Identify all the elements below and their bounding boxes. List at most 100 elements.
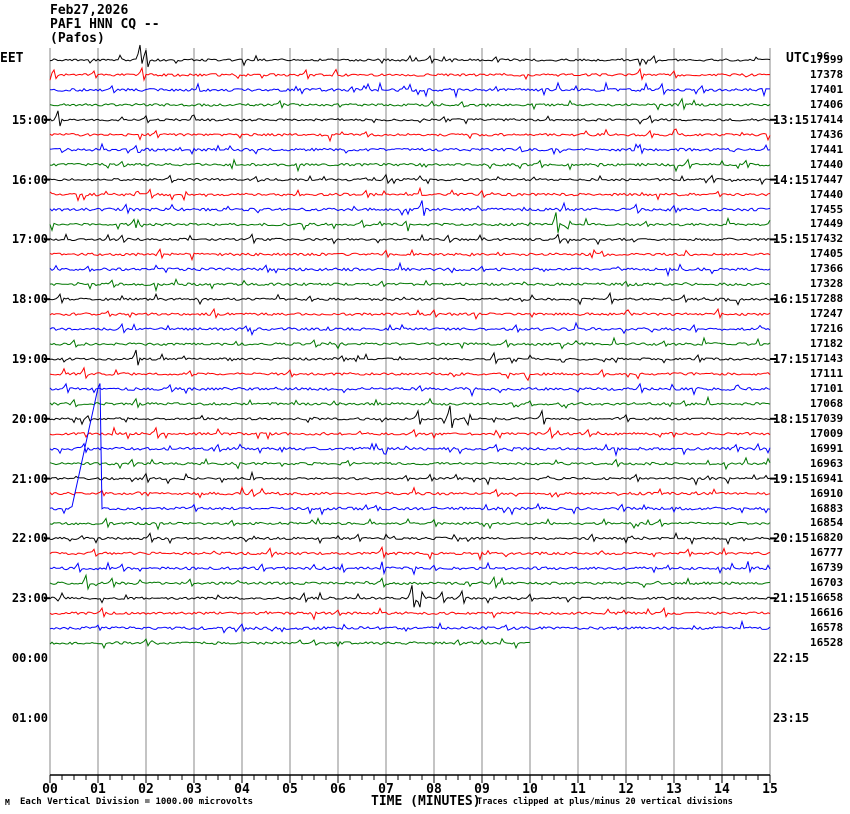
seismo-trace-row [49,200,771,216]
trace-count-label: 17399 96 [810,50,844,66]
seismo-trace-row [49,545,771,562]
trace-count-label: 17449 [810,217,844,231]
seismo-trace-row [49,336,771,350]
trace-count-label: 17328 [810,277,844,291]
seismo-trace-row [49,158,771,173]
trace-count-label: 16883 [810,501,844,515]
trace-count-label: 16658 [810,591,844,605]
utc-hour-label: 15:15 [773,232,810,247]
eet-hour-label: 19:00 [11,352,48,366]
eet-hour-label: 16:00 [11,172,48,187]
x-tick-label: 10 [522,782,538,797]
trace-count-label: 16854 [810,516,844,530]
x-tick-label: 02 [138,782,154,797]
x-tick-label: 00 [42,782,58,797]
seismo-trace-row [49,97,771,111]
station-code: PAF1 HNN CQ -- [50,17,160,32]
trace-count-label: 17039 [810,411,844,425]
seismo-trace-row [49,321,771,337]
seismo-trace-row [49,212,771,233]
eet-hour-label: 22:00 [11,531,48,546]
seismo-trace-row [49,291,771,306]
seismo-trace-row [49,81,770,99]
seismo-trace-row [49,456,771,471]
x-tick-label: 12 [618,782,634,797]
seismo-trace-row [49,173,771,186]
eet-hour-label: 15:00 [11,112,48,127]
seismo-trace-row [49,619,771,634]
trace-count-label: 17009 [810,426,844,440]
utc-hour-label: 20:15 [773,531,810,546]
seismo-trace-row [49,110,771,127]
utc-hour-label: 13:15 [773,112,810,127]
trace-count-label: 16703 [810,576,844,590]
trace-count-label: 17143 [810,352,844,365]
trace-count-label: 16777 [810,546,844,560]
seismo-trace-row [49,573,771,591]
utc-hour-label: 14:15 [773,172,810,187]
trace-count-label: 17440 [810,187,844,201]
eet-hour-label: 01:00 [11,710,48,725]
trace-count-label: 17440 [810,157,844,171]
utc-hour-label: 22:15 [773,651,810,665]
trace-count-overlay: 96 [816,50,830,63]
seismo-trace-row [49,405,771,429]
trace-count-label: 17406 [810,97,844,111]
seismo-trace-row [49,531,771,546]
scale-note: Each Vertical Division = 1000.00 microvo… [20,797,253,807]
eet-hour-label: 20:00 [11,411,48,426]
seismo-trace-row [49,606,771,621]
utc-hour-label: 16:15 [773,292,810,307]
trace-count-label: 16820 [810,531,844,545]
seismo-trace-row [49,307,771,320]
x-tick-label: 06 [330,782,346,797]
seismo-trace-row [49,426,771,441]
trace-count-label: 16991 [810,441,844,455]
trace-count-label: 16616 [810,606,844,620]
seismo-trace-row [49,277,771,293]
trace-count-label: 17216 [810,322,844,336]
seismo-trace-row [49,142,771,156]
utc-hour-label: 19:15 [773,471,810,486]
trace-count-label: 17068 [810,396,844,410]
seismo-trace-row [49,383,771,516]
seismo-trace-row [49,470,771,486]
trace-count-label: 17405 [810,247,844,261]
station-name: (Pafos) [50,31,105,46]
watermark: M [5,798,10,807]
x-tick-label: 07 [378,782,394,797]
trace-count-label: 17366 [810,262,844,276]
trace-count-label: 17436 [810,127,844,141]
trace-count-label: 16963 [810,456,844,470]
x-tick-label: 03 [186,782,202,797]
trace-count-label: 17447 [810,172,844,186]
x-tick-label: 14 [714,782,730,797]
left-timezone-label: EET [0,51,24,66]
x-tick-label: 15 [762,782,778,797]
seismo-trace-row [49,517,771,531]
eet-hour-label: 18:00 [11,292,48,307]
seismo-trace-row [49,349,770,366]
seismo-trace-row [49,395,771,409]
trace-count-label: 16941 [810,471,844,485]
trace-count-label: 16910 [810,486,844,500]
trace-count-label: 17401 [810,82,844,96]
x-tick-label: 08 [426,782,442,797]
trace-count-label: 17455 [810,202,844,216]
seismo-trace-row [49,442,771,457]
seismo-trace-row [49,261,771,278]
x-tick-label: 04 [234,782,250,797]
utc-hour-label: 23:15 [773,710,810,725]
trace-count-label: 16528 [810,636,844,650]
trace-count-label: 17441 [810,142,844,156]
eet-hour-label: 17:00 [11,232,48,247]
utc-hour-label: 21:15 [773,591,810,606]
eet-hour-label: 23:00 [11,591,48,606]
seismo-trace-row [49,585,771,608]
utc-hour-label: 18:15 [773,411,810,426]
x-tick-label: 09 [474,782,490,797]
x-tick-label: 05 [282,782,298,797]
seismo-trace-row [49,232,771,246]
seismo-trace-row [49,485,771,499]
trace-count-label: 17432 [810,232,844,246]
